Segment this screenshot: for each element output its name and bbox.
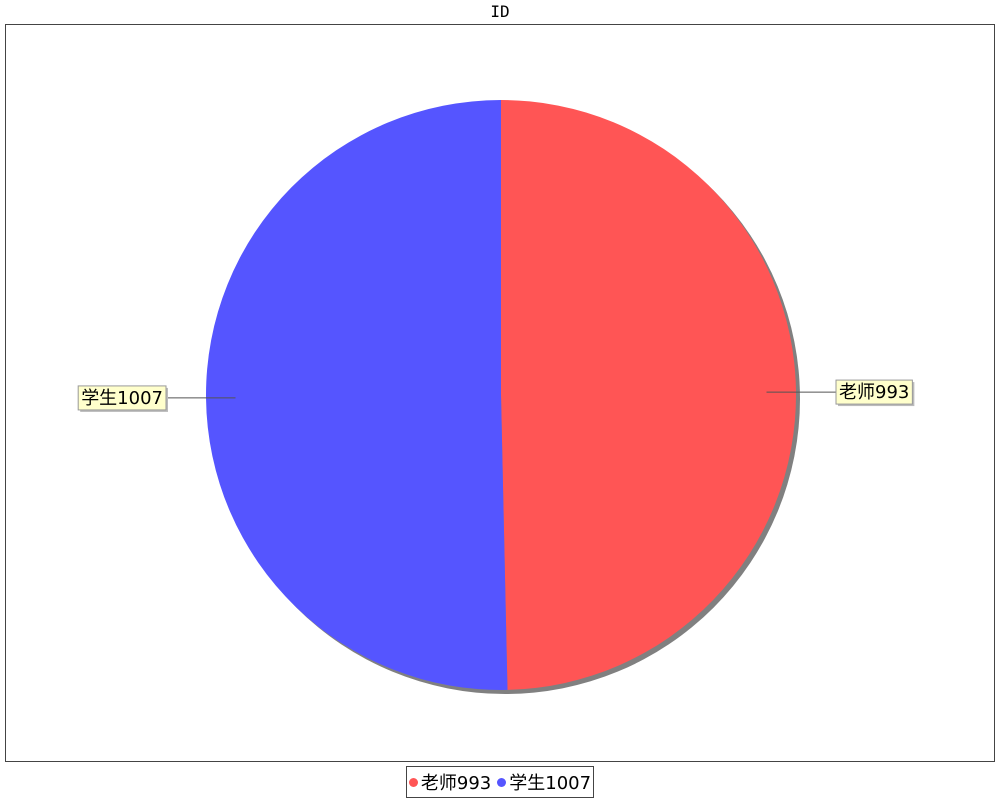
legend-item-teacher: 老师993 (408, 769, 492, 795)
legend-swatch-teacher (408, 777, 418, 787)
pie-slice-teacher (501, 100, 796, 690)
legend-label-student: 学生1007 (509, 773, 592, 794)
legend: 老师993 学生1007 (406, 766, 594, 798)
slice-label-text-teacher: 老师993 (839, 382, 909, 403)
chart-title: ID (490, 2, 510, 21)
slice-label-text-student: 学生1007 (81, 388, 163, 409)
slice-label-box-student (77, 385, 167, 411)
legend-label-teacher: 老师993 (420, 773, 492, 794)
pie-chart: 老师993 学生1007 (77, 100, 915, 694)
pie-slice-student (205, 100, 508, 690)
slice-label-student: 学生1007 (77, 385, 168, 412)
plot-area: 老师993 学生1007 (5, 24, 995, 762)
slice-label-teacher: 老师993 (835, 379, 915, 407)
legend-item-student: 学生1007 (497, 769, 591, 795)
legend-swatch-student (497, 777, 507, 787)
slice-label-box-teacher (835, 379, 913, 405)
